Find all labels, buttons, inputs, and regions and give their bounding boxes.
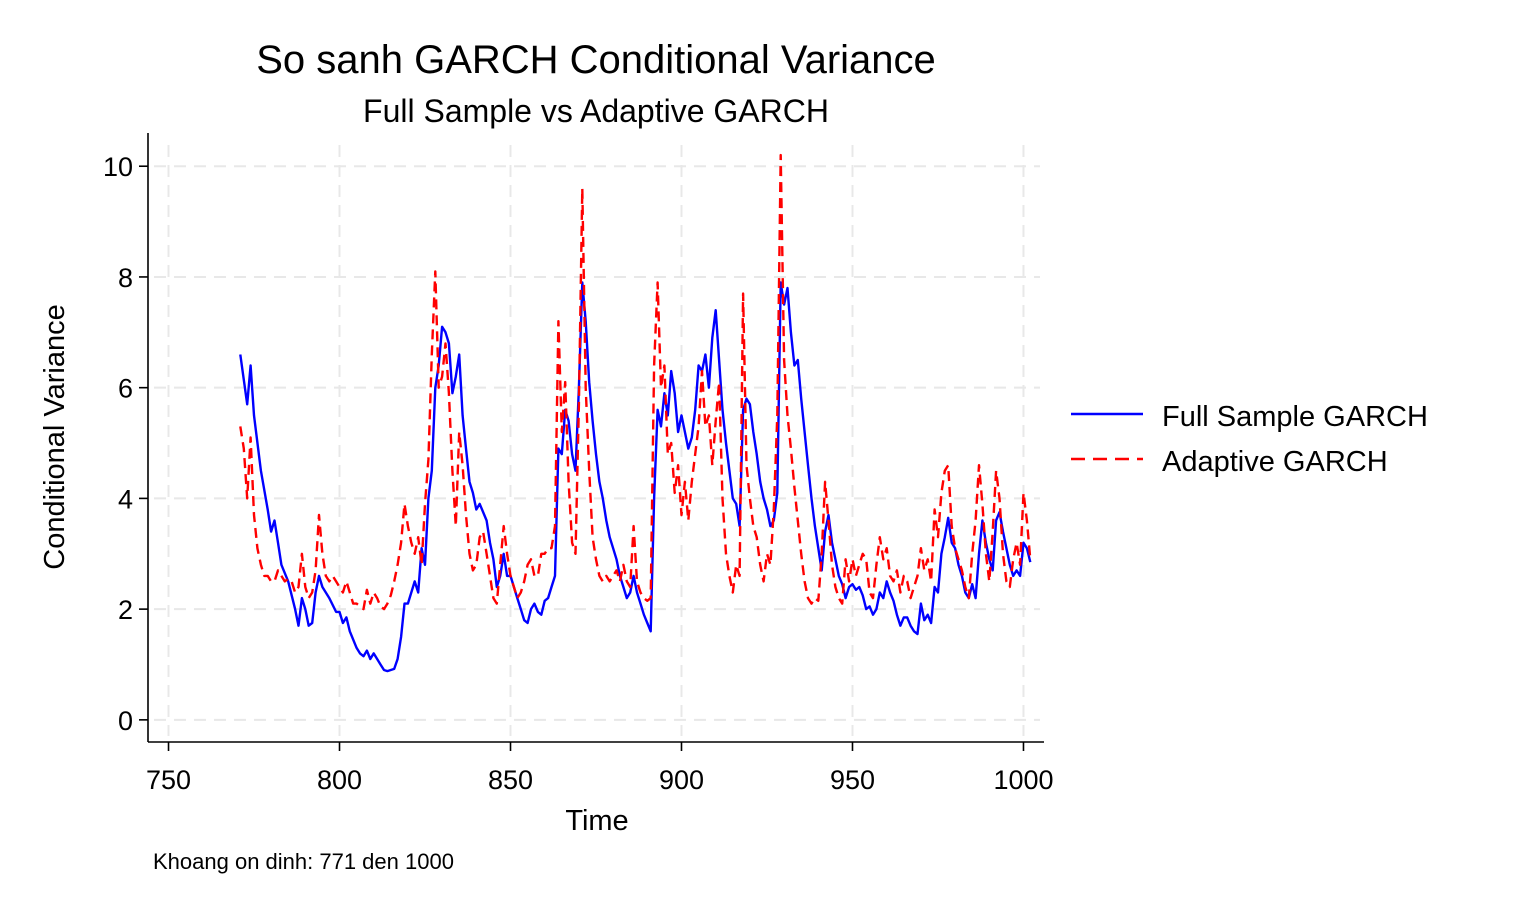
x-tick-label-800: 800 [317, 765, 362, 795]
legend-label-adaptive: Adaptive GARCH [1162, 446, 1388, 478]
y-tick-label-6: 6 [118, 374, 133, 404]
x-axis-label: Time [565, 805, 628, 837]
series-line-full-sample-garch [239, 281, 1032, 673]
series-layer [239, 153, 1032, 673]
axes-layer: 750 800 850 900 950 1000 0 2 4 6 8 10 [103, 133, 1054, 795]
chart-subtitle: Full Sample vs Adaptive GARCH [363, 93, 829, 129]
legend: Full Sample GARCH Adaptive GARCH [1071, 401, 1428, 478]
y-tick-label-10: 10 [103, 152, 133, 182]
x-tick-label-900: 900 [659, 765, 704, 795]
y-tick-label-2: 2 [118, 595, 133, 625]
y-tick-label-4: 4 [118, 484, 133, 514]
chart-note: Khoang on dinh: 771 den 1000 [153, 849, 454, 874]
series-line-adaptive-garch [239, 153, 1032, 611]
x-tick-label-950: 950 [830, 765, 875, 795]
x-tick-label-850: 850 [488, 765, 533, 795]
x-tick-label-750: 750 [146, 765, 191, 795]
y-axis-label: Conditional Variance [39, 304, 71, 569]
legend-label-full-sample: Full Sample GARCH [1162, 401, 1428, 433]
y-tick-label-0: 0 [118, 706, 133, 736]
x-tick-label-1000: 1000 [993, 765, 1053, 795]
y-tick-label-8: 8 [118, 263, 133, 293]
chart-title: So sanh GARCH Conditional Variance [256, 38, 936, 82]
